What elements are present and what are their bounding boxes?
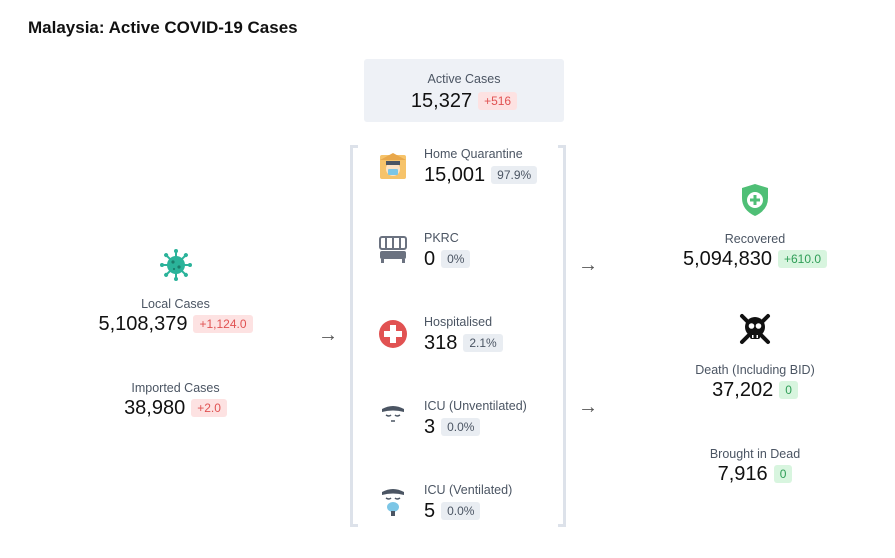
mid-pct-badge: 0.0% — [441, 501, 481, 520]
mid-pct-badge: 97.9% — [491, 165, 538, 184]
imported-cases-change-badge: +2.0 — [191, 398, 227, 417]
mid-label: Hospitalised — [424, 315, 493, 329]
imported-cases-card: Imported Cases 38,980 +2.0 — [93, 381, 258, 420]
imported-cases-label: Imported Cases — [131, 381, 220, 395]
hospital-cross-icon — [378, 319, 408, 349]
brought-in-dead-card: Brought in Dead 7,916 0 — [660, 447, 850, 486]
bid-value: 7,916 — [717, 463, 768, 485]
mid-pct-badge: 0% — [441, 249, 471, 268]
mid-label: Home Quarantine — [424, 147, 523, 161]
mid-pct-badge: 0.0% — [441, 417, 481, 436]
bracket-left — [350, 145, 358, 527]
local-cases-label: Local Cases — [141, 297, 210, 311]
imported-cases-value: 38,980 — [124, 397, 186, 419]
local-cases-value: 5,108,379 — [98, 313, 188, 335]
arrow-icon: → — [318, 324, 338, 346]
recovered-change-badge: +610.0 — [777, 249, 828, 268]
page-title: Malaysia: Active COVID-19 Cases — [28, 18, 298, 37]
death-card: Death (Including BID) 37,202 0 — [660, 312, 850, 402]
death-value: 37,202 — [712, 379, 774, 401]
skull-icon — [660, 312, 850, 350]
active-cases-change-badge: +516 — [478, 91, 518, 110]
arrow-icon: → — [578, 254, 598, 276]
mid-pct-badge: 2.1% — [463, 333, 503, 352]
active-cases-value: 15,327 — [410, 90, 473, 112]
mid-value: 318 — [424, 332, 458, 354]
mid-value: 0 — [424, 248, 436, 270]
active-cases-card: Active Cases 15,327 +516 — [364, 59, 564, 122]
mid-label: ICU (Ventilated) — [424, 483, 513, 497]
virus-icon — [93, 248, 258, 284]
mid-value: 15,001 — [424, 164, 486, 186]
arrow-icon: → — [578, 396, 598, 418]
home-quarantine-icon — [378, 151, 408, 181]
death-change-badge: 0 — [779, 380, 798, 399]
bid-label: Brought in Dead — [709, 447, 801, 461]
bracket-right — [558, 145, 566, 527]
local-cases-card: Local Cases 5,108,379 +1,124.0 — [93, 248, 258, 336]
icu-patient-icon — [378, 403, 408, 433]
shield-plus-icon — [660, 183, 850, 219]
bid-change-badge: 0 — [773, 464, 793, 483]
death-label: Death (Including BID) — [695, 363, 815, 377]
bed-icon — [378, 235, 408, 265]
mid-value: 5 — [424, 500, 436, 522]
mid-value: 3 — [424, 416, 436, 438]
recovered-label: Recovered — [724, 232, 786, 246]
ventilator-icon — [378, 487, 408, 517]
mid-label: PKRC — [424, 231, 459, 245]
active-cases-label: Active Cases — [427, 72, 501, 86]
recovered-value: 5,094,830 — [682, 248, 772, 270]
mid-label: ICU (Unventilated) — [424, 399, 527, 413]
local-cases-change-badge: +1,124.0 — [193, 314, 253, 333]
recovered-card: Recovered 5,094,830 +610.0 — [660, 183, 850, 271]
